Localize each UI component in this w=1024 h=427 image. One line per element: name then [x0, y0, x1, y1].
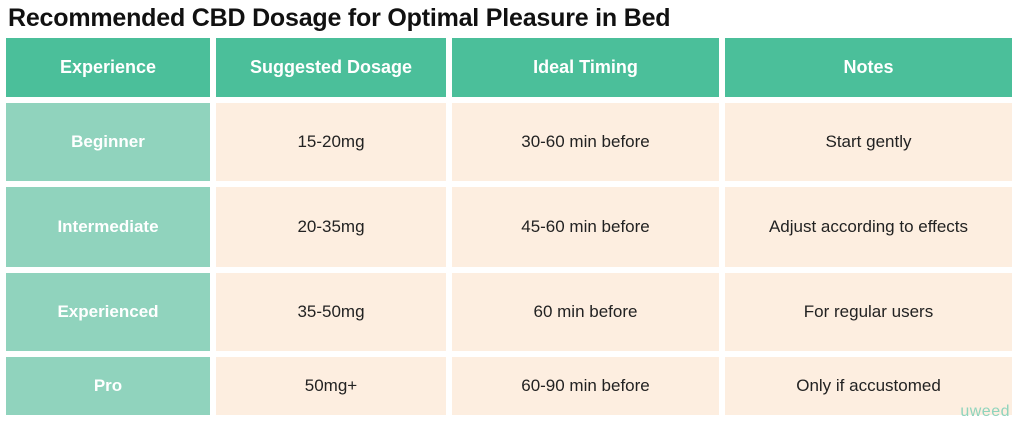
- table-cell: Only if accustomed: [725, 357, 1012, 415]
- table-cell: 50mg+: [216, 357, 446, 415]
- table-cell: Adjust according to effects: [725, 187, 1012, 267]
- header-experience: Experience: [6, 38, 210, 97]
- brand-logo: uweed: [960, 403, 1010, 420]
- header-suggested-dosage: Suggested Dosage: [216, 38, 446, 97]
- row-label-experienced: Experienced: [6, 273, 210, 351]
- header-ideal-timing: Ideal Timing: [452, 38, 719, 97]
- page-title: Recommended CBD Dosage for Optimal Pleas…: [8, 4, 671, 32]
- row-label-intermediate: Intermediate: [6, 187, 210, 267]
- table-cell: 20-35mg: [216, 187, 446, 267]
- table-cell: 35-50mg: [216, 273, 446, 351]
- header-notes: Notes: [725, 38, 1012, 97]
- row-label-beginner: Beginner: [6, 103, 210, 181]
- table-cell: 45-60 min before: [452, 187, 719, 267]
- table-cell: 60-90 min before: [452, 357, 719, 415]
- table-cell: For regular users: [725, 273, 1012, 351]
- table-cell: 30-60 min before: [452, 103, 719, 181]
- table-cell: 60 min before: [452, 273, 719, 351]
- table-cell: Start gently: [725, 103, 1012, 181]
- table-cell: 15-20mg: [216, 103, 446, 181]
- row-label-pro: Pro: [6, 357, 210, 415]
